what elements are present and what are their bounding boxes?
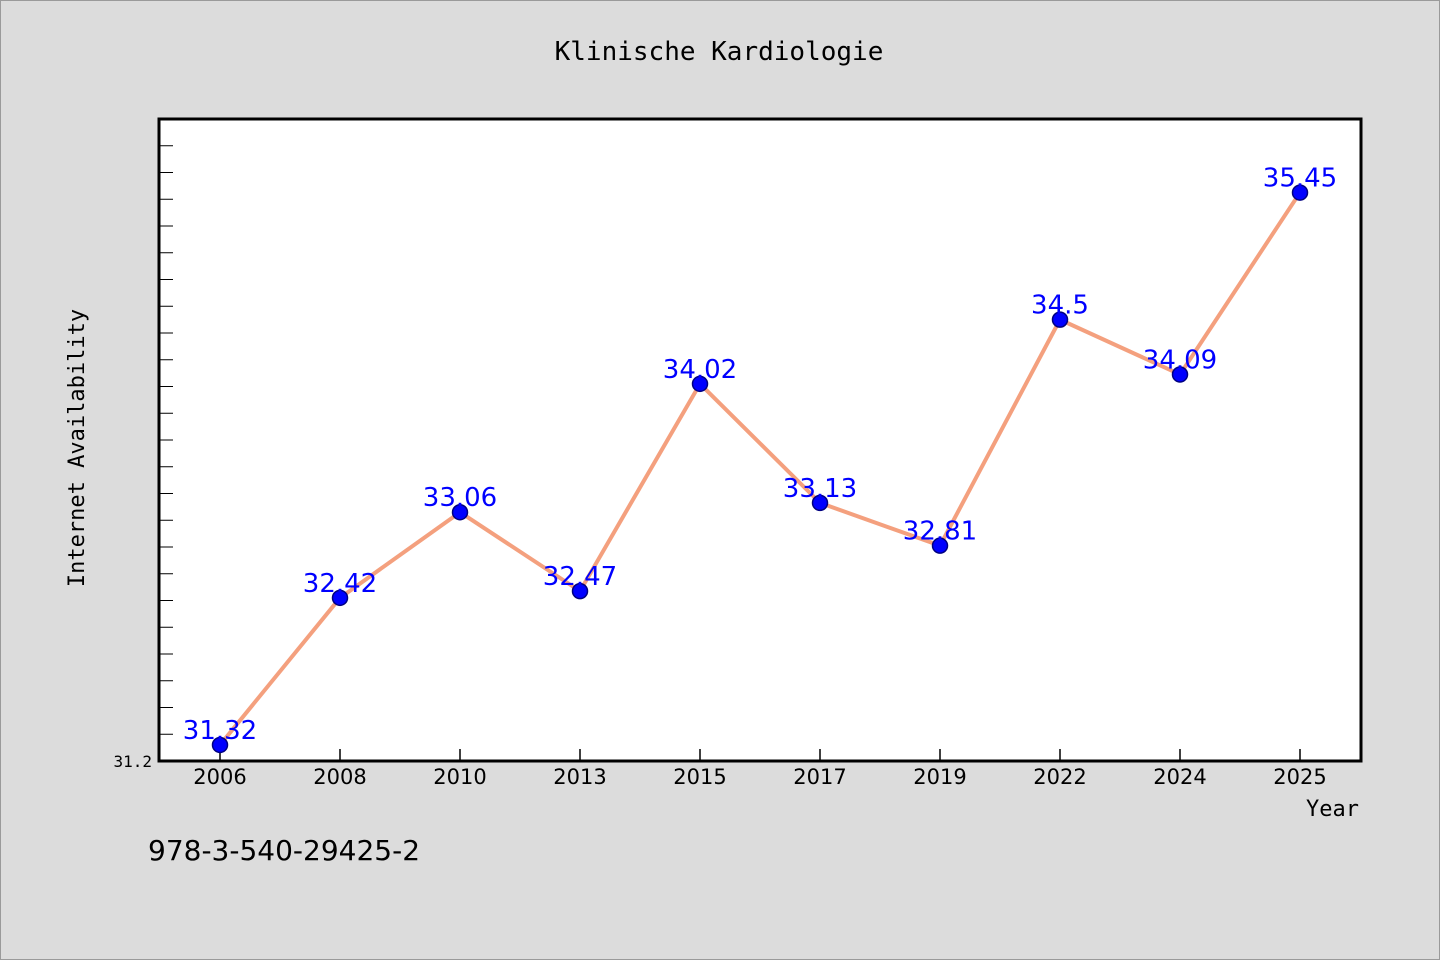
x-tick-label: 2025 <box>1273 765 1326 789</box>
x-tick-label: 2022 <box>1033 765 1086 789</box>
y-axis-tick-label: 31.2 <box>113 752 152 771</box>
x-tick-label: 2015 <box>673 765 726 789</box>
x-tick-label: 2024 <box>1153 765 1206 789</box>
data-label: 33.06 <box>423 483 497 513</box>
x-tick-label: 2017 <box>793 765 846 789</box>
data-point <box>1171 366 1189 383</box>
plot-area <box>157 117 1363 763</box>
data-label: 34.02 <box>663 355 737 385</box>
x-axis-label: Year <box>1306 797 1359 822</box>
data-point <box>1051 311 1069 328</box>
x-tick-label: 2006 <box>193 765 246 789</box>
x-tick-label: 2019 <box>913 765 966 789</box>
y-axis-label: Internet Availability <box>65 309 90 587</box>
data-point <box>811 494 829 512</box>
data-label: 32.47 <box>543 562 617 592</box>
x-tick-label: 2010 <box>433 765 486 789</box>
data-point <box>451 503 469 521</box>
data-label: 32.42 <box>303 569 377 599</box>
data-point <box>331 589 349 607</box>
data-point <box>931 537 949 554</box>
series-line <box>218 191 1302 747</box>
data-label: 33.13 <box>783 474 857 504</box>
chart-title: Klinische Kardiologie <box>555 37 884 67</box>
y-axis-ticks <box>159 145 173 762</box>
x-tick-label: 2013 <box>553 765 606 789</box>
data-label: 32.81 <box>903 517 977 547</box>
data-points <box>211 184 1309 754</box>
data-label: 31.32 <box>183 716 257 746</box>
data-point <box>691 375 709 393</box>
data-point <box>211 736 229 754</box>
data-labels: 31.32 32.42 33.06 32.47 34.02 33.13 32.81 34.5 3… <box>183 164 1337 746</box>
data-point <box>571 582 589 600</box>
isbn-note: 978-3-540-29425-2 <box>148 834 421 867</box>
x-axis-ticks: 2006 2008 2010 2013 2015 2017 2019 2022 2024 2025 <box>193 749 1327 789</box>
data-label: 35.45 <box>1263 164 1337 194</box>
data-label: 34.5 <box>1031 291 1089 321</box>
series-line-group <box>218 191 1302 747</box>
data-label: 34.09 <box>1143 345 1217 375</box>
data-point <box>1291 184 1309 201</box>
x-tick-label: 2008 <box>313 765 366 789</box>
